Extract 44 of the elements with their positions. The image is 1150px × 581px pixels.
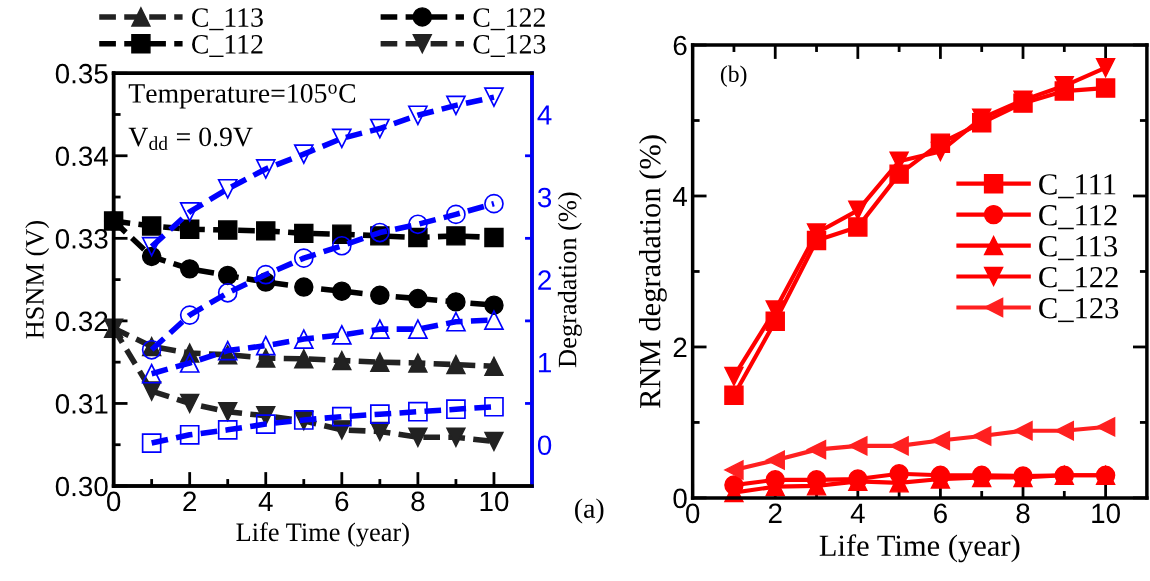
legend-label: C_113 [1039, 236, 1118, 261]
legend-label: C_112 [192, 35, 263, 57]
x-tick-label: 6 [335, 491, 349, 512]
legend-label: C_122 [1039, 266, 1118, 292]
y2-tick-label: 2 [538, 270, 551, 290]
legend-label: C_113 [192, 8, 263, 31]
x-axis-title: Life Time (year) [236, 522, 409, 547]
x-tick-label: 2 [183, 491, 197, 511]
x-tick-label: 8 [411, 491, 425, 512]
legend-label: C_123 [473, 35, 546, 57]
legend-label: C_111 [1039, 174, 1116, 199]
x-tick-label: 0 [106, 491, 121, 512]
y-tick-label: 0.30 [55, 476, 108, 497]
y-tick-label: 6 [673, 35, 687, 56]
x-tick-label: 8 [1016, 503, 1030, 524]
y2-tick-label: 3 [537, 187, 552, 208]
annotation: V$_{dd}$ = 0.9V [128, 127, 253, 151]
x-tick-label: 10 [480, 491, 509, 512]
y-tick-label: 0.32 [55, 311, 108, 332]
legend-label: C_112 [1039, 205, 1117, 230]
text: (a) [575, 498, 604, 524]
legend-label: C_122 [473, 8, 545, 31]
y-tick-label: 0.31 [55, 394, 108, 414]
x-tick-label: 2 [768, 503, 782, 523]
x-tick-label: 10 [1092, 503, 1120, 524]
y-tick-label: 0.33 [55, 228, 108, 249]
y2-tick-label: 4 [537, 105, 552, 125]
y-tick-label: 4 [672, 186, 687, 207]
x-tick-label: 4 [258, 491, 273, 511]
legend-label: C_123 [1039, 297, 1119, 323]
y-axis-title: HSNM (V) [25, 221, 50, 339]
y2-tick-label: 0 [537, 435, 552, 456]
y2-tick-label: 1 [538, 353, 551, 373]
x-tick-label: 4 [850, 503, 865, 523]
x-tick-label: 0 [686, 503, 700, 524]
y-tick-label: 0.34 [55, 146, 108, 167]
annotation: Temperature=105$^{o}$C [128, 83, 356, 109]
y-axis-title: RNM degradation (%) [638, 135, 667, 409]
y2-axis-title: Degradation (%) [557, 192, 582, 368]
annotation: (b) [720, 65, 747, 87]
x-axis-title: Life Time (year) [819, 534, 1020, 563]
y-tick-label: 0.35 [55, 63, 108, 84]
y-tick-label: 2 [673, 337, 687, 358]
x-tick-label: 6 [934, 503, 947, 524]
